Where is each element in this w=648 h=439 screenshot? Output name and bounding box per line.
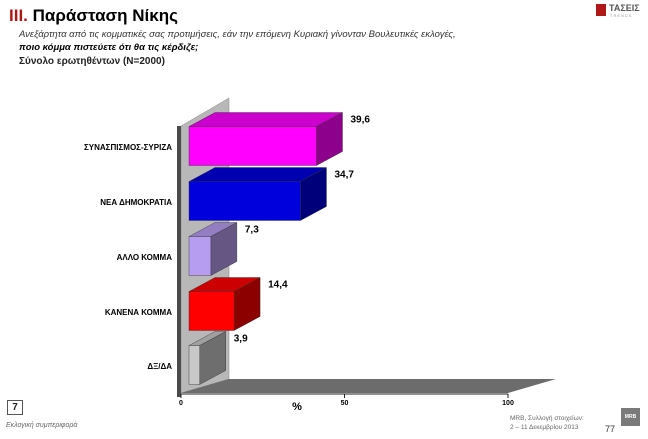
data-label: 39,6 [350,115,370,126]
logo-small-text: TRENDS [610,13,633,18]
bar [188,126,317,166]
logo-text: ΤΑΣΕΙΣ [609,3,640,13]
data-label: 34,7 [334,170,354,181]
chart-wall-edge [177,126,181,397]
data-label: 14,4 [268,280,288,291]
logo-mark [596,4,606,16]
category-label: ΑΛΛΟ ΚΟΜΜΑ [117,253,173,262]
mrb-logo: MRB [621,408,640,426]
footer-source-line2: 2 – 11 Δεκεμβρίου 2013 [510,424,579,431]
bar [188,345,200,385]
footer-source: MRB, Συλλογή στοιχείων: 2 – 11 Δεκεμβρίο… [510,414,584,432]
question-text: Ανεξάρτητα από τις κομματικές σας προτιμ… [19,29,456,40]
category-label: ΣΥΝΑΣΠΙΣΜΟΣ-ΣΥΡΙΖΑ [84,143,172,152]
bar [188,291,235,331]
x-axis-label: % [292,401,302,413]
bar-top [188,112,343,127]
category-label: ΝΕΑ ΔΗΜΟΚΡΑΤΙΑ [100,198,172,207]
section-page-box: 7 [7,400,23,415]
tasis-logo: ΤΑΣΕΙΣ TRENDS [596,3,640,18]
x-tick-label: 50 [341,400,349,407]
chart-floor [181,379,556,393]
bar [188,181,301,221]
footer-source-line1: MRB, Συλλογή στοιχείων: [510,415,584,422]
mrb-logo-text: MRB [624,414,637,420]
section-number: III. [9,6,28,25]
sample-base: Σύνολο ερωτηθέντων (Ν=2000) [19,56,165,67]
footer-section-label: Εκλογική συμπεριφορά [6,422,78,429]
question-text-bold: ποιο κόμμα πιστεύετε ότι θα τις κέρδιζε; [19,42,199,53]
data-label: 7,3 [245,225,259,236]
bar [188,236,212,276]
x-tick-label: 100 [502,400,514,407]
page-title: III. Παράσταση Νίκης [9,6,178,26]
title-text: Παράσταση Νίκης [32,6,178,25]
category-label: ΔΞ/ΔΑ [147,362,172,371]
page-number: 77 [605,424,616,434]
data-label: 3,9 [234,334,248,345]
x-tick-label: 0 [179,400,183,407]
category-label: ΚΑΝΕΝΑ ΚΟΜΜΑ [105,308,172,317]
